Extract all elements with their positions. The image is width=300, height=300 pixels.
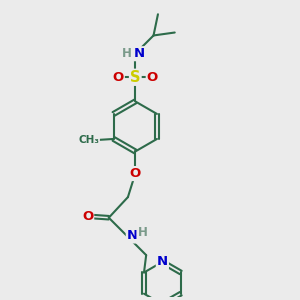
Text: CH₃: CH₃ (78, 135, 99, 146)
Text: O: O (112, 71, 124, 84)
Text: O: O (82, 210, 93, 223)
Text: N: N (127, 230, 138, 242)
Text: N: N (157, 255, 168, 268)
Text: H: H (122, 47, 132, 60)
Text: N: N (134, 47, 145, 60)
Text: O: O (130, 167, 141, 180)
Text: H: H (137, 226, 147, 239)
Text: S: S (130, 70, 140, 85)
Text: O: O (147, 71, 158, 84)
